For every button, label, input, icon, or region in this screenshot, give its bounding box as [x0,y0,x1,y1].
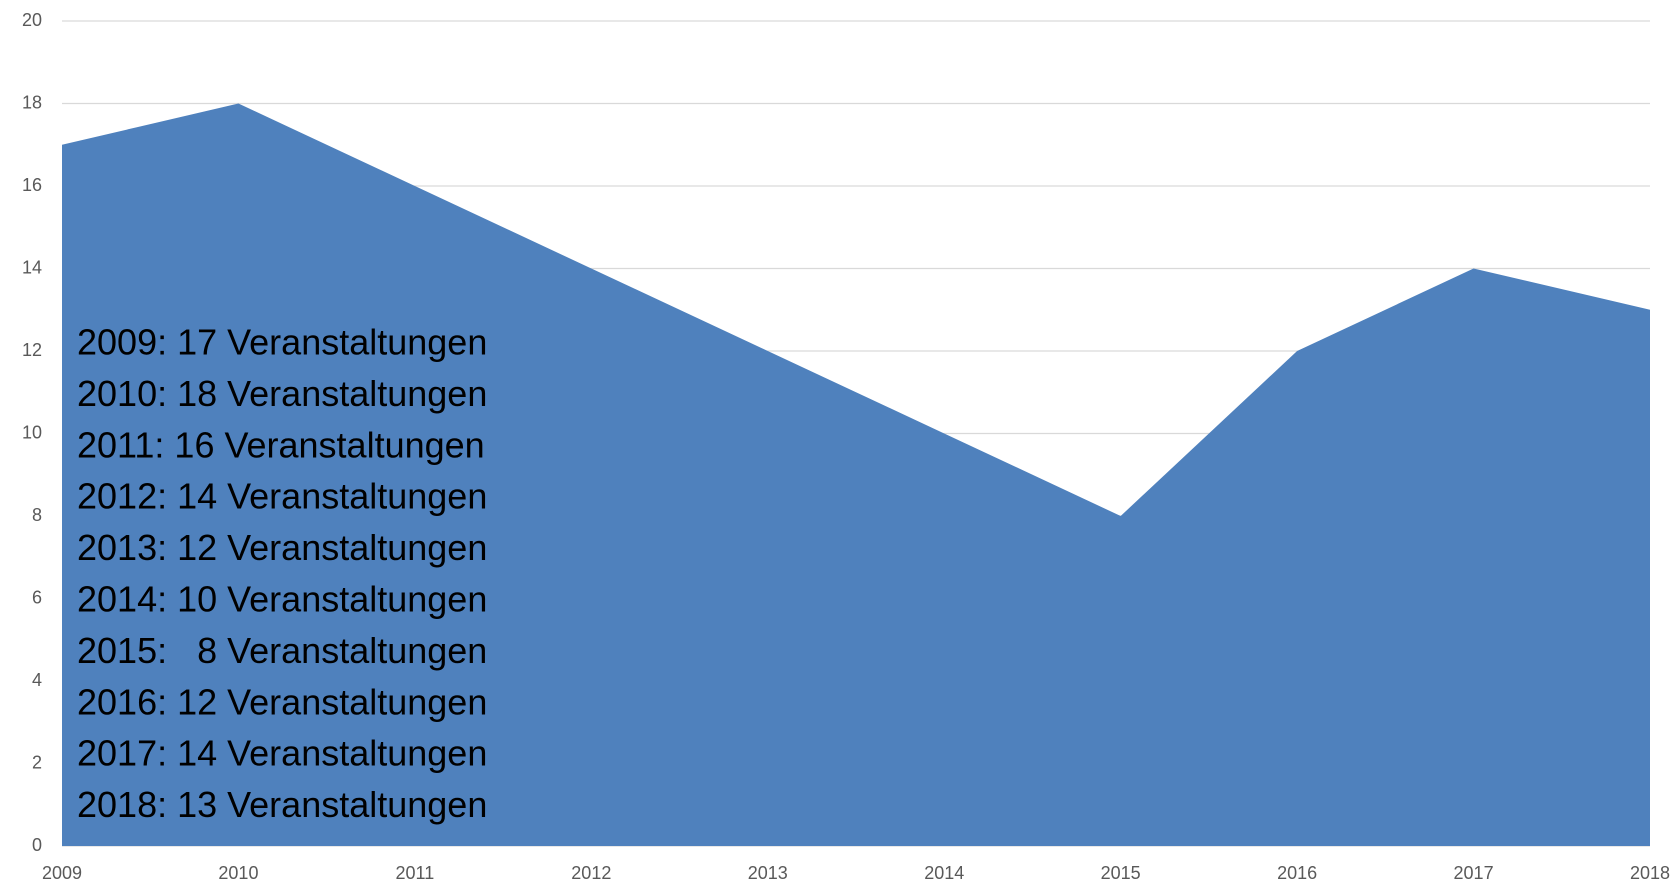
y-tick-label: 12 [22,340,42,360]
annotation: 2017: 14 Veranstaltungen [77,733,487,774]
annotation: 2009: 17 Veranstaltungen [77,322,487,363]
y-tick-label: 18 [22,92,42,112]
y-tick-label: 16 [22,175,42,195]
annotation: 2012: 14 Veranstaltungen [77,476,487,517]
x-tick-label: 2011 [396,863,435,883]
x-tick-label: 2013 [748,863,788,883]
x-tick-label: 2009 [42,863,82,883]
x-tick-label: 2014 [924,863,964,883]
annotation: 2013: 12 Veranstaltungen [77,527,487,568]
y-tick-label: 4 [32,670,42,690]
annotation: 2011: 16 Veranstaltungen [77,424,485,465]
x-tick-label: 2017 [1454,863,1494,883]
annotation: 2010: 18 Veranstaltungen [77,373,487,414]
x-tick-label: 2018 [1630,863,1670,883]
x-tick-label: 2015 [1101,863,1141,883]
x-tick-label: 2010 [218,863,258,883]
y-tick-label: 14 [22,257,42,277]
y-tick-label: 2 [32,752,42,772]
x-tick-label: 2016 [1277,863,1317,883]
x-tick-label: 2012 [571,863,611,883]
annotation: 2016: 12 Veranstaltungen [77,681,487,722]
annotation: 2015: 8 Veranstaltungen [77,630,487,671]
y-tick-label: 0 [32,835,42,855]
y-tick-label: 20 [22,10,42,30]
area [62,103,1650,846]
y-tick-label: 10 [22,422,42,442]
annotation: 2014: 10 Veranstaltungen [77,579,487,620]
y-tick-label: 6 [32,587,42,607]
y-tick-label: 8 [32,505,42,525]
annotation: 2018: 13 Veranstaltungen [77,784,487,825]
